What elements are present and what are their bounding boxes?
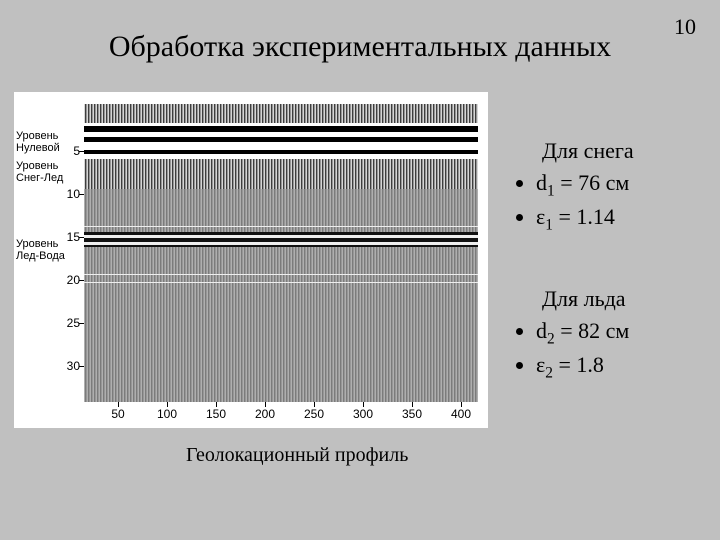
x-tick-label: 300 — [348, 407, 378, 421]
radargram-figure: 5101520253050100150200250300350400Уровен… — [14, 92, 488, 428]
stratum-line — [84, 142, 478, 150]
x-tick-mark — [118, 402, 119, 407]
snow-header: Для снега — [542, 136, 706, 166]
snow-thickness: d1 = 76 см — [536, 168, 706, 202]
x-tick-mark — [461, 402, 462, 407]
y-tick-label: 10 — [52, 187, 80, 201]
figure-caption: Геолокационный профиль — [186, 444, 408, 467]
y-tick-mark — [79, 280, 84, 281]
layer-label: УровеньЛед-Вода — [16, 238, 82, 262]
x-tick-label: 400 — [446, 407, 476, 421]
x-tick-label: 150 — [201, 407, 231, 421]
y-tick-mark — [79, 366, 84, 367]
snow-epsilon: ε1 = 1.14 — [536, 202, 706, 236]
x-tick-label: 250 — [299, 407, 329, 421]
x-tick-mark — [314, 402, 315, 407]
noise-band — [84, 189, 478, 402]
stratum-line — [84, 245, 478, 247]
stratum-line — [84, 274, 478, 275]
radargram-plot — [84, 104, 478, 402]
layer-label: УровеньНулевой — [16, 130, 82, 154]
stratum-line — [84, 282, 478, 283]
x-tick-mark — [167, 402, 168, 407]
stratum-line — [84, 226, 478, 227]
ice-epsilon: ε2 = 1.8 — [536, 350, 706, 384]
layer-label: УровеньСнег-Лед — [16, 160, 82, 184]
slide: 10 Обработка экспериментальных данных 51… — [0, 0, 720, 540]
stratum-line — [84, 154, 478, 159]
x-tick-mark — [216, 402, 217, 407]
x-tick-label: 200 — [250, 407, 280, 421]
y-tick-label: 20 — [52, 273, 80, 287]
y-tick-label: 25 — [52, 316, 80, 330]
y-tick-label: 30 — [52, 359, 80, 373]
snow-params: Для снега d1 = 76 см ε1 = 1.14 — [516, 136, 706, 236]
ice-thickness: d2 = 82 см — [536, 316, 706, 350]
noise-band — [84, 104, 478, 123]
x-tick-mark — [412, 402, 413, 407]
slide-title: Обработка экспериментальных данных — [0, 30, 720, 64]
x-tick-mark — [363, 402, 364, 407]
x-tick-label: 350 — [397, 407, 427, 421]
x-tick-mark — [265, 402, 266, 407]
x-tick-label: 50 — [103, 407, 133, 421]
ice-params: Для льда d2 = 82 см ε2 = 1.8 — [516, 284, 706, 384]
x-tick-label: 100 — [152, 407, 182, 421]
y-tick-mark — [79, 323, 84, 324]
y-tick-mark — [79, 194, 84, 195]
noise-band — [84, 159, 478, 189]
ice-header: Для льда — [542, 284, 706, 314]
